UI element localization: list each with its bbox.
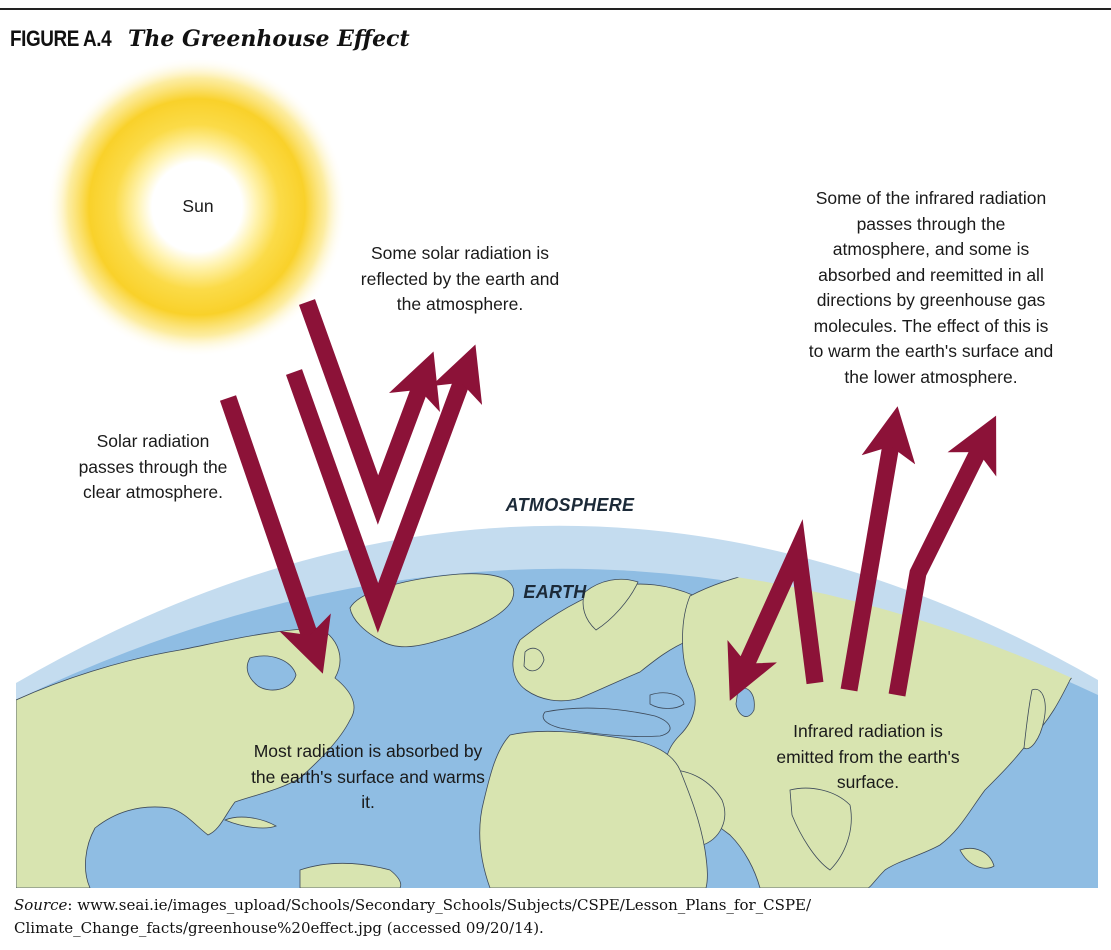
mediterranean (542, 707, 671, 737)
black-sea (649, 692, 685, 709)
infrared-arrow-up-2 (888, 415, 997, 697)
southeast-asia-islands (959, 848, 995, 869)
figure-label: FIGURE A.4 (10, 26, 112, 51)
solar-arrow-in-1 (219, 395, 331, 674)
solar-arrow-reflected-2 (285, 344, 483, 633)
source-text: : www.seai.ie/images_upload/Schools/Seco… (14, 896, 812, 937)
absorbed-radiation-label: Most radiation is absorbed by the earth'… (251, 741, 485, 812)
infrared-emitted-label: Infrared radiation is emitted from the e… (776, 721, 960, 792)
japan (1023, 688, 1046, 750)
figure-title: The Greenhouse Effect (128, 26, 410, 52)
infrared-passes-label: Some of the infrared radiation passes th… (808, 188, 1054, 387)
british-isles (523, 647, 545, 672)
top-rule (0, 8, 1111, 10)
solar-radiation-label: Solar radiation passes through the clear… (78, 431, 228, 502)
sun-label: Sun (182, 196, 214, 216)
scandinavia (582, 578, 639, 631)
infrared-arrow-back (727, 519, 824, 701)
greenhouse-diagram (16, 57, 1098, 888)
reflected-radiation-label: Some solar radiation is reflected by the… (360, 243, 560, 314)
africa (479, 730, 708, 888)
source-prefix: Source (14, 896, 68, 914)
infrared-arrow-up-1 (840, 406, 916, 692)
sun (47, 57, 347, 357)
atmosphere-label: ATMOSPHERE (505, 495, 635, 515)
cuba (223, 816, 277, 829)
solar-arrow-reflected-1 (298, 299, 440, 525)
north-america (16, 627, 355, 888)
india (789, 787, 852, 871)
south-america (299, 862, 402, 888)
earth-label: EARTH (523, 582, 587, 602)
source-note: Source: www.seai.ie/images_upload/School… (14, 894, 1104, 940)
